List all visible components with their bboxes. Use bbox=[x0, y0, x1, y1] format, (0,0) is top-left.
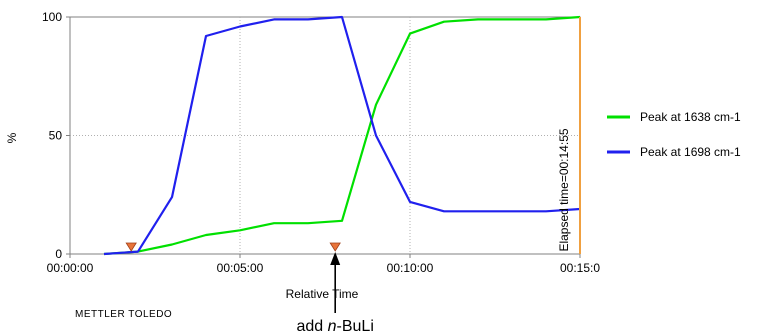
elapsed-time-label: Elapsed time=00:14:55 bbox=[557, 128, 571, 251]
series-line bbox=[103, 15, 581, 256]
y-tick-label: 50 bbox=[49, 129, 63, 143]
x-axis-label: Relative Time bbox=[286, 287, 359, 301]
x-tick-label: 00:10:00 bbox=[387, 261, 434, 275]
event-marker bbox=[125, 242, 137, 252]
event-markers bbox=[125, 242, 341, 252]
x-tick-labels: 00:00:00 00:05:00 00:10:00 00:15:0 bbox=[47, 254, 600, 275]
add-reagent-annotation: add n-BuLi bbox=[296, 252, 374, 335]
y-tick-label: 0 bbox=[55, 247, 62, 261]
x-tick-label: 00:15:0 bbox=[560, 261, 600, 275]
annotation-suffix: -BuLi bbox=[337, 318, 374, 335]
grid bbox=[70, 17, 580, 254]
legend-label: Peak at 1698 cm-1 bbox=[640, 145, 741, 159]
annotation-text: add n-BuLi bbox=[296, 318, 373, 335]
brand-label: METTLER TOLEDO bbox=[75, 309, 172, 320]
series-line bbox=[103, 15, 581, 256]
y-tick-labels: 0 50 100 bbox=[42, 10, 70, 261]
y-axis-label: % bbox=[5, 132, 19, 143]
legend-label: Peak at 1638 cm-1 bbox=[640, 110, 741, 124]
annotation-prefix: add bbox=[296, 318, 327, 335]
y-tick-label: 100 bbox=[42, 10, 62, 24]
x-tick-label: 00:05:00 bbox=[217, 261, 264, 275]
annotation-italic: n bbox=[328, 318, 337, 335]
event-marker bbox=[329, 242, 341, 252]
legend: Peak at 1638 cm-1 Peak at 1698 cm-1 bbox=[607, 110, 741, 159]
x-tick-label: 00:00:00 bbox=[47, 261, 94, 275]
series-lines bbox=[103, 15, 581, 256]
annotation-arrow-head bbox=[330, 252, 341, 265]
